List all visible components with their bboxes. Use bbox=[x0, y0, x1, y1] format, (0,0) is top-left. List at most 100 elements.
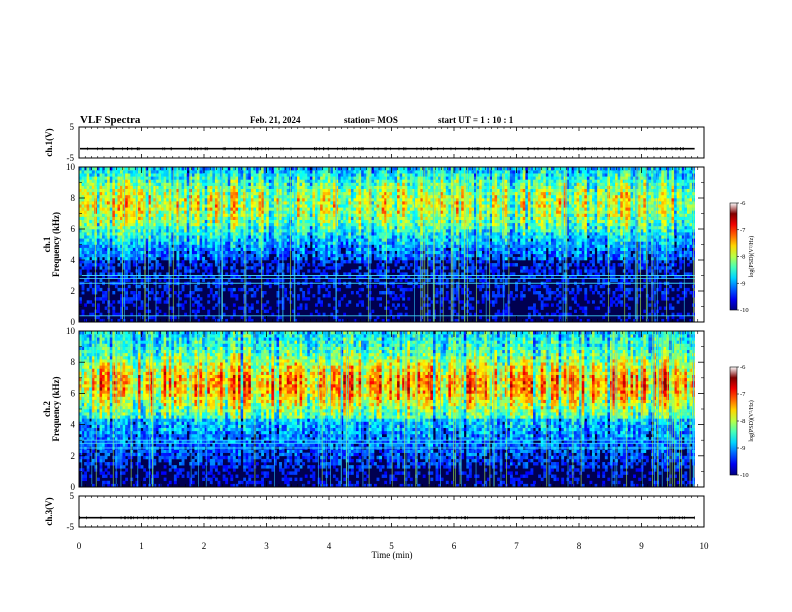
spectrogram-cell bbox=[335, 194, 339, 199]
spectrogram-cell bbox=[79, 213, 82, 217]
spectrogram-cell bbox=[189, 198, 193, 202]
spectrogram-cell bbox=[268, 188, 272, 193]
spectrogram-cell bbox=[379, 170, 382, 174]
spectrogram-cell bbox=[304, 250, 308, 255]
spectrogram-cell bbox=[240, 219, 244, 224]
spectrogram-cell bbox=[394, 229, 398, 233]
spectrogram-cell bbox=[307, 244, 311, 248]
spectrogram-cell bbox=[132, 185, 136, 189]
spectrogram-cell bbox=[227, 170, 231, 174]
spectrogram-cell bbox=[99, 229, 103, 233]
spectrogram-cell bbox=[114, 179, 118, 183]
spectrogram-cell bbox=[366, 247, 370, 251]
spectrogram-cell bbox=[358, 201, 362, 205]
spectrogram-cell bbox=[248, 176, 252, 180]
spectrogram-cell bbox=[271, 179, 275, 183]
spectrogram-cell bbox=[317, 201, 321, 205]
spectrogram-cell bbox=[127, 241, 131, 245]
spectrogram-cell bbox=[212, 225, 216, 230]
spectrogram-cell bbox=[386, 219, 390, 224]
y-axis-label: ch.1(V) bbox=[44, 128, 54, 156]
spectrogram-cell bbox=[96, 179, 100, 183]
spectrogram-cell bbox=[340, 173, 344, 177]
spectrogram-cell bbox=[373, 213, 377, 217]
spectrogram-cell bbox=[404, 207, 408, 211]
spectrogram-cell bbox=[302, 244, 306, 248]
spectrogram-cell bbox=[138, 182, 141, 186]
spectrogram-cell bbox=[145, 167, 149, 171]
spectrogram-cell bbox=[176, 260, 180, 264]
spectrogram-cell bbox=[322, 284, 326, 289]
spectrogram-cell bbox=[291, 241, 295, 245]
spectrogram-cell bbox=[356, 235, 359, 239]
spectrogram-cell bbox=[225, 244, 229, 248]
spectrogram-cell bbox=[348, 173, 352, 177]
spectrogram-cell bbox=[402, 179, 406, 183]
spectrogram-cell bbox=[366, 253, 370, 258]
spectrogram-cell bbox=[358, 207, 362, 211]
spectrogram-cell bbox=[394, 167, 398, 171]
spectrogram-cell bbox=[379, 188, 382, 193]
spectrogram-cell bbox=[222, 191, 226, 196]
spectrogram-cell bbox=[263, 229, 267, 233]
spectrogram-cell bbox=[381, 207, 385, 211]
spectrogram-cell bbox=[109, 318, 113, 323]
spectrogram-cell bbox=[232, 219, 236, 224]
spectrogram-cell bbox=[130, 312, 134, 317]
spectrogram-cell bbox=[322, 250, 326, 255]
spectrogram-cell bbox=[325, 235, 329, 239]
spectrogram-cell bbox=[245, 244, 249, 248]
spectrogram-cell bbox=[371, 241, 375, 245]
spectrogram-cell bbox=[204, 213, 208, 217]
spectrogram-cell bbox=[255, 222, 259, 227]
spectrogram-cell bbox=[384, 284, 388, 289]
spectrogram-cell bbox=[245, 229, 249, 233]
spectrogram-cell bbox=[343, 185, 347, 189]
spectrogram-cell bbox=[230, 238, 234, 242]
spectrogram-cell bbox=[117, 219, 121, 224]
spectrogram-cell bbox=[248, 309, 252, 313]
spectrogram-cell bbox=[379, 222, 382, 227]
spectrogram-cell bbox=[127, 191, 131, 196]
spectrogram-cell bbox=[138, 213, 141, 217]
spectrogram-cell bbox=[112, 266, 116, 270]
spectrogram-cell bbox=[150, 188, 154, 193]
spectrogram-cell bbox=[245, 170, 249, 174]
spectrogram-cell bbox=[238, 176, 241, 180]
spectrogram-cell bbox=[194, 263, 198, 267]
spectrogram-cell bbox=[96, 201, 100, 205]
spectrogram-cell bbox=[302, 250, 306, 255]
spectrogram-cell bbox=[102, 275, 105, 279]
spectrogram-cell bbox=[286, 213, 290, 217]
spectrogram-cell bbox=[207, 167, 211, 171]
spectrogram-cell bbox=[402, 213, 406, 217]
spectrogram-cell bbox=[235, 260, 239, 264]
spectrogram-cell bbox=[263, 222, 267, 227]
spectrogram-cell bbox=[161, 204, 164, 208]
spectrogram-cell bbox=[145, 222, 149, 227]
spectrogram-cell bbox=[330, 229, 334, 233]
spectrogram-cell bbox=[86, 207, 90, 211]
spectrogram-cell bbox=[402, 204, 406, 208]
spectrogram-cell bbox=[366, 188, 370, 193]
spectrogram-cell bbox=[140, 250, 144, 255]
spectrogram-cell bbox=[299, 229, 303, 233]
spectrogram-cell bbox=[184, 222, 188, 227]
spectrogram-cell bbox=[297, 247, 300, 251]
spectrogram-cell bbox=[353, 191, 357, 196]
spectrogram-cell bbox=[214, 284, 218, 289]
spectrogram-cell bbox=[222, 238, 226, 242]
spectrogram-cell bbox=[284, 207, 288, 211]
spectrogram-cell bbox=[189, 275, 193, 279]
spectrogram-cell bbox=[248, 185, 252, 189]
spectrogram-cell bbox=[112, 241, 116, 245]
spectrogram-cell bbox=[166, 297, 170, 301]
spectrogram-cell bbox=[268, 207, 272, 211]
spectrogram-cell bbox=[186, 232, 190, 236]
spectrogram-cell bbox=[286, 229, 290, 233]
spectrogram-cell bbox=[363, 167, 367, 171]
spectrogram-cell bbox=[81, 232, 85, 236]
spectrogram-cell bbox=[366, 176, 370, 180]
spectrogram-cell bbox=[376, 272, 380, 276]
spectrogram-cell bbox=[202, 250, 205, 255]
